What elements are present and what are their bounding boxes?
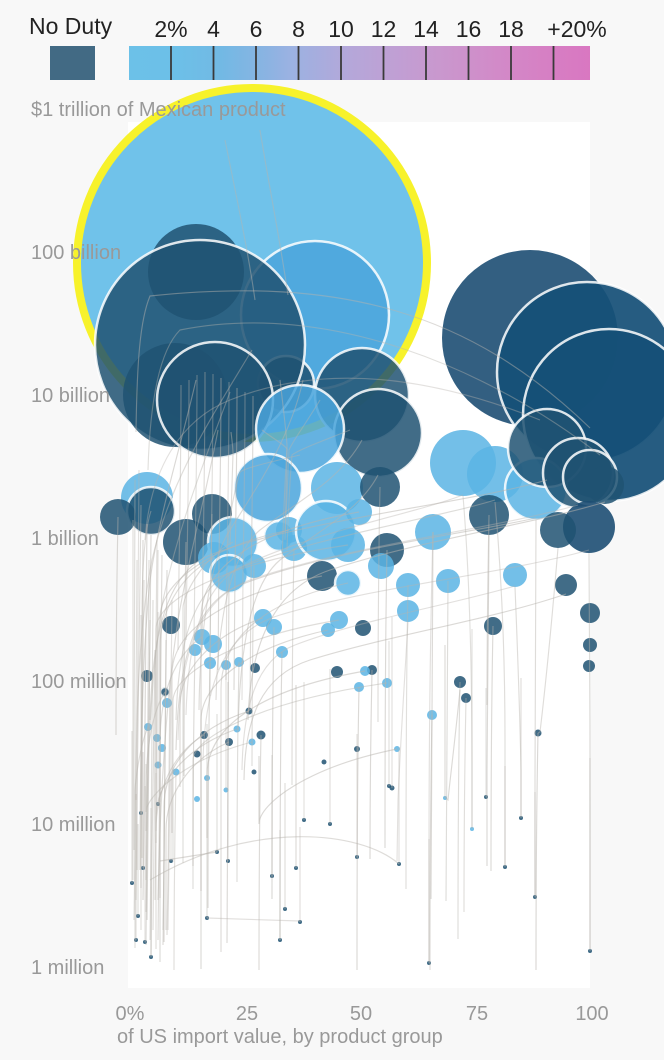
svg-text:1 million: 1 million xyxy=(31,957,104,979)
svg-text:12: 12 xyxy=(371,16,397,42)
svg-text:100 million: 100 million xyxy=(31,671,127,693)
svg-text:50: 50 xyxy=(350,1003,372,1025)
svg-text:100 billion: 100 billion xyxy=(31,242,121,264)
svg-text:100: 100 xyxy=(575,1003,608,1025)
svg-text:$1 trillion of Mexican product: $1 trillion of Mexican product xyxy=(31,99,286,121)
svg-text:+20%: +20% xyxy=(547,16,606,42)
svg-text:25: 25 xyxy=(236,1003,258,1025)
svg-text:18: 18 xyxy=(498,16,524,42)
svg-text:No Duty: No Duty xyxy=(29,13,113,39)
svg-text:0%: 0% xyxy=(116,1003,145,1025)
svg-text:1 billion: 1 billion xyxy=(31,528,99,550)
svg-text:10 billion: 10 billion xyxy=(31,385,110,407)
svg-text:10 million: 10 million xyxy=(31,814,115,836)
svg-text:75: 75 xyxy=(466,1003,488,1025)
svg-text:6: 6 xyxy=(250,16,263,42)
svg-text:8: 8 xyxy=(292,16,305,42)
svg-text:10: 10 xyxy=(328,16,354,42)
svg-text:4: 4 xyxy=(207,16,220,42)
svg-text:16: 16 xyxy=(456,16,482,42)
svg-text:of US import value, by product: of US import value, by product group xyxy=(117,1026,443,1048)
svg-text:14: 14 xyxy=(413,16,439,42)
svg-text:2%: 2% xyxy=(154,16,187,42)
